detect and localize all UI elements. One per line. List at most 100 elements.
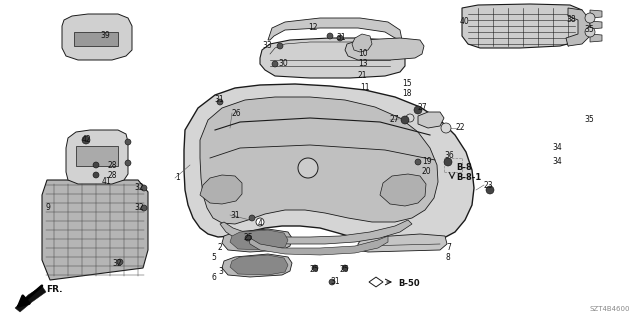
Polygon shape [222,229,292,252]
Text: 32: 32 [134,183,143,192]
Text: 8: 8 [446,254,451,263]
Polygon shape [590,21,602,29]
Polygon shape [380,174,426,206]
Circle shape [444,158,452,166]
Circle shape [93,162,99,168]
Text: 2: 2 [218,243,223,253]
Text: 1: 1 [175,174,180,182]
Circle shape [125,139,131,145]
Circle shape [272,61,278,67]
Polygon shape [230,255,288,275]
Circle shape [406,114,414,122]
Polygon shape [184,84,474,246]
Text: 26: 26 [232,108,242,117]
Circle shape [256,218,264,226]
Circle shape [414,106,422,114]
Polygon shape [76,146,118,166]
Text: 36: 36 [444,152,454,160]
Circle shape [337,35,343,41]
Text: 19: 19 [422,158,431,167]
Circle shape [342,265,348,271]
Text: 28: 28 [107,172,116,181]
Text: 41: 41 [102,177,111,187]
Polygon shape [566,8,590,46]
Text: 6: 6 [211,273,216,283]
Polygon shape [74,32,118,46]
Polygon shape [42,180,148,280]
Polygon shape [260,38,405,78]
Text: 7: 7 [446,243,451,253]
Text: 31: 31 [230,211,239,219]
Text: 15: 15 [402,79,412,88]
Circle shape [401,116,409,124]
Circle shape [93,172,99,178]
Circle shape [82,136,90,144]
Circle shape [249,215,255,221]
Text: 35: 35 [584,115,594,124]
Text: 4: 4 [258,219,263,228]
Text: 32: 32 [134,204,143,212]
Polygon shape [230,230,288,250]
Circle shape [141,205,147,211]
Text: 38: 38 [566,16,575,25]
Polygon shape [200,97,438,224]
Text: 20: 20 [422,167,431,176]
Polygon shape [590,34,602,42]
Circle shape [125,160,131,166]
Text: 5: 5 [211,253,216,262]
Text: 25: 25 [340,265,349,275]
Circle shape [486,186,494,194]
Text: 39: 39 [100,32,109,41]
Text: B-8: B-8 [456,164,472,173]
Polygon shape [200,175,242,204]
Text: 31: 31 [214,95,223,105]
Circle shape [217,99,223,105]
Text: 23: 23 [484,181,493,189]
Polygon shape [345,38,424,60]
Polygon shape [62,14,132,60]
Text: 27: 27 [390,115,399,124]
Text: 40: 40 [460,18,470,26]
Polygon shape [15,286,46,312]
Polygon shape [66,130,128,184]
Circle shape [141,185,147,191]
Polygon shape [220,220,412,244]
Text: 35: 35 [584,26,594,34]
Text: 12: 12 [308,24,317,33]
Polygon shape [418,112,444,128]
Circle shape [329,279,335,285]
Text: 30: 30 [278,60,288,69]
Text: 28: 28 [107,160,116,169]
Text: SZT4B4600: SZT4B4600 [589,306,630,312]
Text: 33: 33 [262,41,272,50]
Text: 3: 3 [218,266,223,276]
Circle shape [585,13,595,23]
Text: 25: 25 [310,265,319,275]
Circle shape [415,159,421,165]
Circle shape [277,43,283,49]
Text: 27: 27 [418,103,428,113]
Text: 34: 34 [552,158,562,167]
Text: 31: 31 [336,33,346,42]
Text: 25: 25 [243,233,253,241]
Text: B-8-1: B-8-1 [456,174,481,182]
Polygon shape [268,18,402,40]
Text: 31: 31 [330,278,340,286]
Polygon shape [352,34,372,52]
Polygon shape [222,254,292,277]
Polygon shape [369,277,383,287]
Text: 32: 32 [112,259,122,269]
Circle shape [298,158,318,178]
Text: 11: 11 [360,83,369,92]
Circle shape [585,27,595,37]
Circle shape [441,123,451,133]
Circle shape [312,265,318,271]
Text: B-50: B-50 [398,278,420,287]
Text: 42: 42 [82,136,92,145]
Text: 13: 13 [358,60,367,69]
Polygon shape [248,235,388,255]
Circle shape [245,235,251,241]
Polygon shape [590,10,602,18]
Polygon shape [358,234,447,252]
Circle shape [327,33,333,39]
